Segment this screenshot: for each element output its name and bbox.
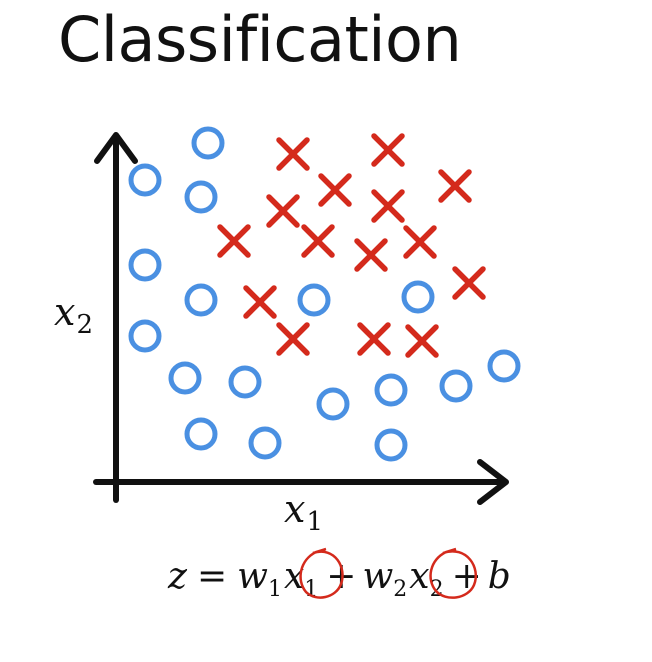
circle-marker [128, 319, 162, 353]
y-axis-arrowhead [94, 132, 138, 164]
cross-marker [318, 173, 352, 207]
circle-marker [374, 373, 408, 407]
eq-plus-2: + [452, 556, 482, 597]
circle-marker [128, 163, 162, 197]
circle-marker [168, 361, 202, 395]
eq-b: b [488, 556, 511, 597]
cross-marker [403, 225, 437, 259]
x-axis-arrowhead [477, 459, 509, 505]
eq-z: z [167, 556, 188, 597]
eq-x2: x [409, 556, 429, 597]
cross-marker [354, 238, 388, 272]
equation: z = w1x1 + w2x2 + b [167, 556, 511, 602]
circle-marker [128, 248, 162, 282]
cross-marker [357, 322, 391, 356]
cross-marker [438, 169, 472, 203]
circle-marker [184, 417, 218, 451]
x-axis-label: x1 [284, 487, 323, 537]
cross-markers [217, 133, 486, 358]
circle-marker [228, 365, 262, 399]
annotation-circle-x2 [429, 547, 477, 599]
circle-marker [439, 369, 473, 403]
eq-w1-sub: 1 [268, 577, 282, 602]
eq-equals: = [197, 556, 227, 597]
circle-marker [248, 426, 282, 460]
circle-marker [191, 126, 225, 160]
cross-marker [266, 194, 300, 228]
cross-marker [276, 137, 310, 171]
handdrawn-annotations [299, 547, 477, 599]
eq-w2-sub: 2 [393, 577, 407, 602]
cross-marker [217, 224, 251, 258]
cross-marker [371, 133, 405, 167]
annotation-circle-x1 [299, 547, 344, 599]
circle-marker [374, 428, 408, 462]
cross-marker [371, 189, 405, 223]
cross-marker [301, 224, 335, 258]
circle-marker [184, 180, 218, 214]
cross-marker [276, 322, 310, 356]
eq-x1: x [284, 556, 304, 597]
y-axis-label: x2 [54, 290, 93, 340]
circle-marker [184, 283, 218, 317]
cross-marker [405, 324, 439, 358]
axes [93, 132, 509, 505]
cross-marker [452, 266, 486, 300]
circle-markers [128, 126, 521, 462]
circle-marker [316, 387, 350, 421]
circle-marker [401, 280, 435, 314]
eq-w1: w [237, 556, 268, 597]
eq-w2: w [362, 556, 393, 597]
cross-marker [243, 285, 277, 319]
circle-marker [487, 349, 521, 383]
circle-marker [297, 283, 331, 317]
eq-x1-sub: 1 [304, 577, 318, 602]
slide-title: Classification [58, 3, 462, 76]
